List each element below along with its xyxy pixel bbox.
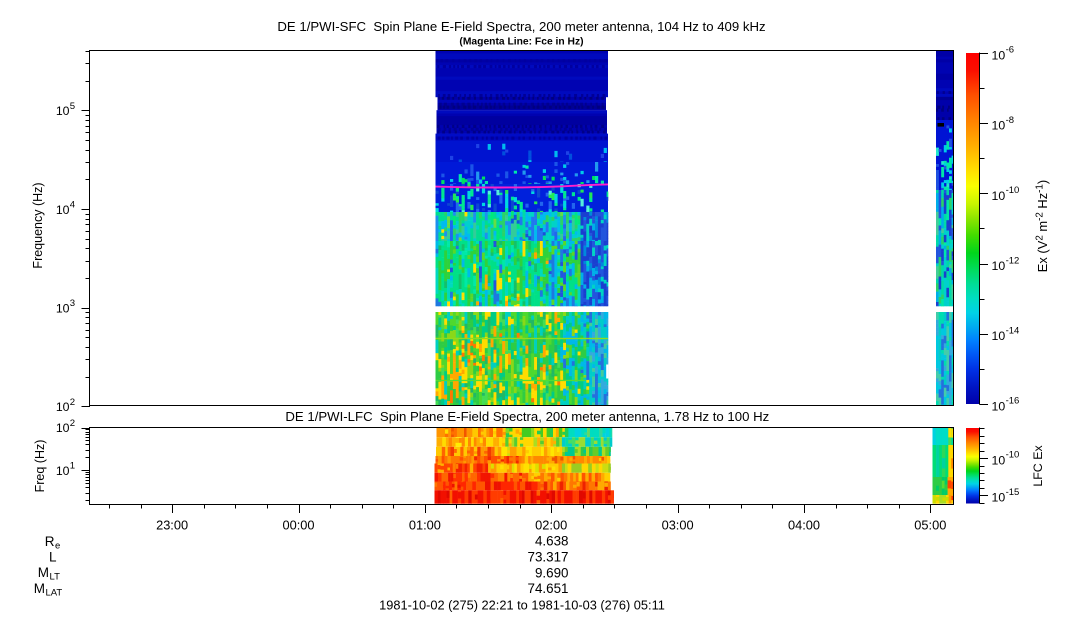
svg-text:10: 10 xyxy=(992,491,1006,505)
svg-text:02:00: 02:00 xyxy=(535,517,567,532)
svg-text:05:00: 05:00 xyxy=(914,517,946,532)
svg-text:-16: -16 xyxy=(1006,396,1020,407)
svg-text:73.317: 73.317 xyxy=(528,550,569,565)
svg-text:2: 2 xyxy=(70,418,75,429)
svg-text:-6: -6 xyxy=(1006,45,1014,56)
svg-text:10: 10 xyxy=(56,301,70,315)
svg-text:5: 5 xyxy=(70,101,75,112)
svg-text:-10: -10 xyxy=(1006,185,1020,196)
svg-text:M: M xyxy=(38,565,49,580)
svg-text:(Magenta Line: Fce in Hz): (Magenta Line: Fce in Hz) xyxy=(459,37,583,48)
svg-text:04:00: 04:00 xyxy=(788,517,820,532)
svg-text:10: 10 xyxy=(56,104,70,118)
svg-text:L: L xyxy=(49,549,57,564)
svg-text:1: 1 xyxy=(70,461,75,472)
svg-text:-14: -14 xyxy=(1006,326,1020,337)
svg-text:10: 10 xyxy=(992,259,1006,273)
svg-text:LAT: LAT xyxy=(46,587,63,598)
svg-text:Ex (V2 m-2 Hz-1): Ex (V2 m-2 Hz-1) xyxy=(1035,180,1051,272)
svg-text:R: R xyxy=(45,534,55,549)
svg-text:10: 10 xyxy=(992,329,1006,343)
svg-text:10: 10 xyxy=(992,119,1006,133)
svg-text:M: M xyxy=(34,581,45,596)
svg-text:3: 3 xyxy=(70,298,75,309)
svg-text:LFC Ex: LFC Ex xyxy=(1031,445,1045,487)
svg-text:-15: -15 xyxy=(1006,487,1020,498)
svg-text:1981-10-02 (275) 22:21 to 1981: 1981-10-02 (275) 22:21 to 1981-10-03 (27… xyxy=(379,597,665,612)
svg-text:10: 10 xyxy=(56,400,70,414)
svg-text:10: 10 xyxy=(56,203,70,217)
svg-text:23:00: 23:00 xyxy=(156,517,188,532)
svg-text:Freq (Hz): Freq (Hz) xyxy=(33,440,47,493)
svg-text:-12: -12 xyxy=(1006,255,1020,266)
svg-text:4.638: 4.638 xyxy=(535,534,569,549)
svg-text:10: 10 xyxy=(56,464,70,478)
svg-text:74.651: 74.651 xyxy=(528,581,569,596)
svg-text:10: 10 xyxy=(56,421,70,435)
svg-text:03:00: 03:00 xyxy=(662,517,694,532)
svg-text:Frequency (Hz): Frequency (Hz) xyxy=(31,182,45,268)
svg-text:10: 10 xyxy=(992,189,1006,203)
svg-text:10: 10 xyxy=(992,453,1006,467)
svg-text:2: 2 xyxy=(70,397,75,408)
svg-text:00:00: 00:00 xyxy=(282,517,314,532)
svg-text:LT: LT xyxy=(50,572,61,583)
svg-text:DE 1/PWI-LFC Spin Plane E-Fie: DE 1/PWI-LFC Spin Plane E-Field Spectra,… xyxy=(285,409,769,424)
svg-text:01:00: 01:00 xyxy=(409,517,441,532)
svg-text:10: 10 xyxy=(992,48,1006,62)
svg-text:9.690: 9.690 xyxy=(535,565,569,580)
svg-text:-10: -10 xyxy=(1006,450,1020,461)
svg-text:-8: -8 xyxy=(1006,115,1014,126)
svg-text:10: 10 xyxy=(992,399,1006,413)
svg-text:4: 4 xyxy=(70,200,76,211)
svg-text:DE 1/PWI-SFC Spin Plane E-Fie: DE 1/PWI-SFC Spin Plane E-Field Spectra,… xyxy=(277,19,765,34)
